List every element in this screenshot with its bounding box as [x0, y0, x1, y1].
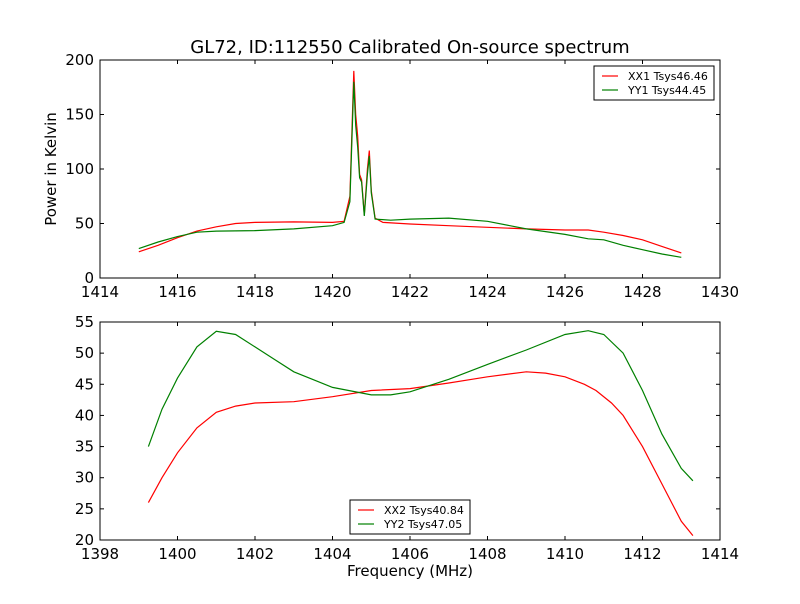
y-tick-label: 55: [75, 313, 94, 331]
y-axis-label: Power in Kelvin: [42, 112, 60, 226]
y-tick-label: 45: [75, 375, 94, 393]
x-axis-label: Frequency (MHz): [347, 562, 473, 580]
legend-box: [349, 499, 471, 535]
x-tick-label: 1416: [158, 283, 196, 301]
x-tick-label: 1428: [623, 283, 661, 301]
series-line-yy1: [138, 81, 682, 258]
x-tick-label: 1400: [158, 545, 196, 563]
chart-title: GL72, ID:112550 Calibrated On-source spe…: [190, 37, 629, 58]
series-line-yy2: [147, 330, 694, 482]
legend-label: YY2 Tsys47.05: [383, 518, 462, 531]
x-tick-label: 1408: [468, 545, 506, 563]
x-tick-label: 1402: [236, 545, 274, 563]
x-tick-label: 1414: [701, 545, 739, 563]
y-tick-label: 50: [75, 215, 94, 233]
x-tick-label: 1412: [623, 545, 661, 563]
legend-label: XX1 Tsys46.46: [628, 70, 708, 83]
y-tick-label: 150: [65, 106, 94, 124]
x-tick-label: 1410: [546, 545, 584, 563]
series-line-xx2: [147, 371, 694, 536]
legend-label: XX2 Tsys40.84: [384, 504, 464, 517]
x-tick-label: 1418: [236, 283, 274, 301]
x-tick-label: 1426: [546, 283, 584, 301]
y-tick-label: 30: [75, 469, 94, 487]
x-tick-label: 1430: [701, 283, 739, 301]
x-tick-label: 1406: [391, 545, 429, 563]
y-tick-label: 40: [75, 406, 94, 424]
y-tick-label: 200: [65, 51, 94, 69]
legend-label: YY1 Tsys44.45: [627, 84, 706, 97]
x-tick-label: 1420: [313, 283, 351, 301]
x-tick-label: 1422: [391, 283, 429, 301]
x-tick-label: 1414: [81, 283, 119, 301]
legend-box: [593, 65, 715, 101]
x-tick-label: 1398: [81, 545, 119, 563]
y-tick-label: 100: [65, 160, 94, 178]
y-tick-label: 35: [75, 438, 94, 456]
x-tick-label: 1424: [468, 283, 506, 301]
x-tick-label: 1404: [313, 545, 351, 563]
y-tick-label: 25: [75, 500, 94, 518]
y-tick-label: 20: [75, 531, 94, 549]
y-tick-label: 50: [75, 344, 94, 362]
y-tick-label: 0: [84, 269, 94, 287]
